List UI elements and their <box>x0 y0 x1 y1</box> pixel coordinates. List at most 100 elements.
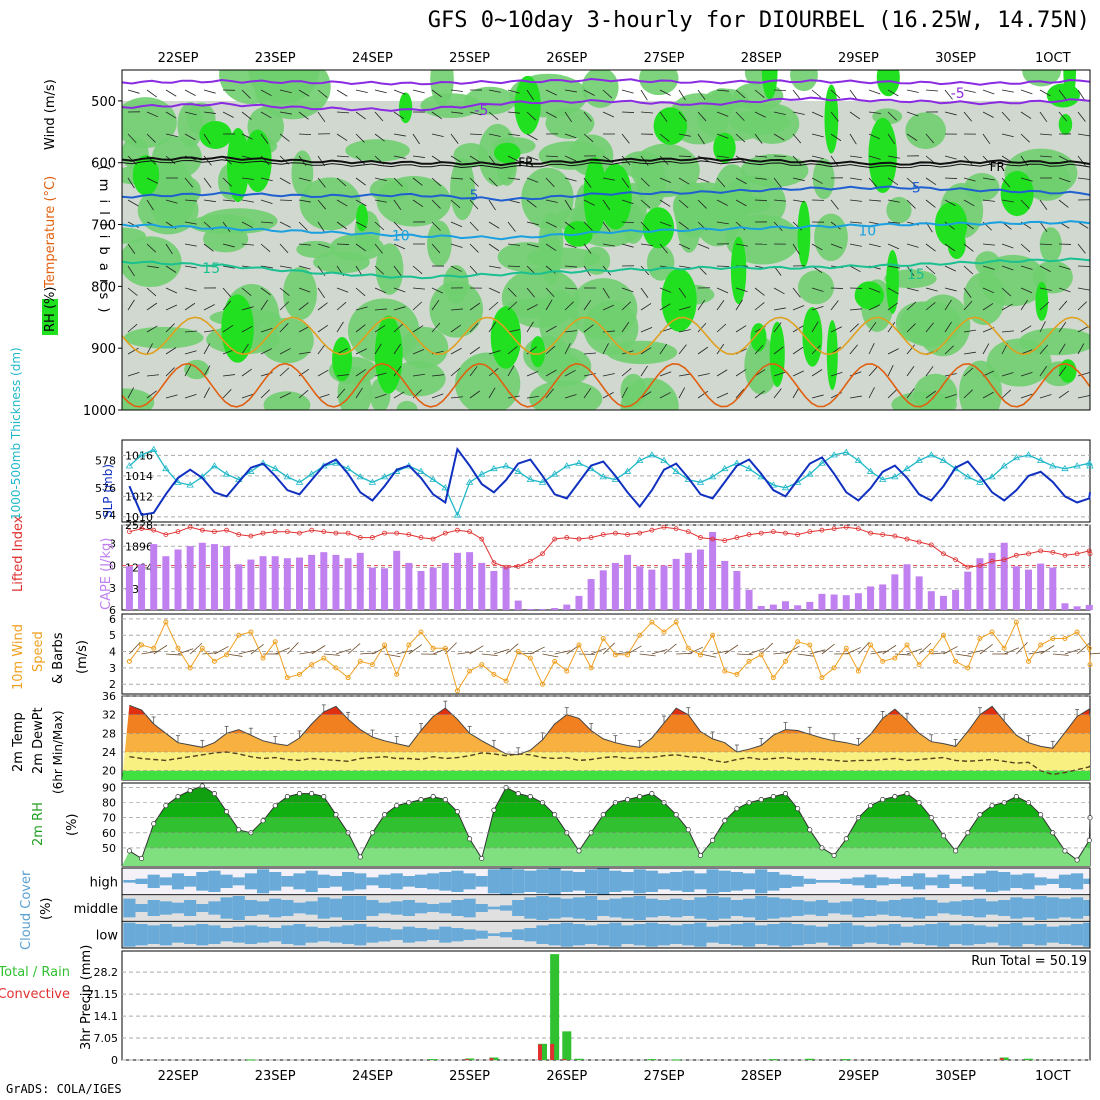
lifted-tick-label: 0 <box>109 560 116 573</box>
wind-barb <box>374 343 382 355</box>
wind-barb <box>887 243 900 250</box>
thickness-point <box>903 464 911 472</box>
thickness-point <box>866 467 875 474</box>
thickness-point <box>915 456 923 463</box>
cloud-bar <box>342 925 355 944</box>
wind-barb <box>1039 321 1046 333</box>
cloud-bar <box>985 926 999 943</box>
cloud-bar <box>973 898 986 918</box>
rh-area <box>396 400 418 410</box>
isotherm-line <box>122 77 1090 86</box>
cloud-bar <box>633 896 646 920</box>
rh-area <box>790 70 818 92</box>
wind-barb <box>450 367 461 377</box>
cloud-bar <box>354 873 367 890</box>
wind-barb <box>792 287 801 298</box>
cloud-bar <box>888 924 901 946</box>
cloud-bar <box>803 901 816 915</box>
lifted-point <box>868 530 873 536</box>
rh-area <box>490 306 522 369</box>
wind-barb <box>317 111 326 123</box>
wind-barb <box>545 221 557 228</box>
wind-barb <box>963 351 976 355</box>
cloud-bar <box>645 870 658 892</box>
wind-barb <box>355 368 367 377</box>
cloud-bar <box>487 933 500 936</box>
wind-barb <box>849 133 857 145</box>
wind-barb <box>678 373 691 377</box>
wind-barb <box>374 325 386 333</box>
cape-bar <box>502 566 510 610</box>
cape-bar <box>125 566 133 610</box>
wind-barb <box>279 243 289 254</box>
wind-speed-point <box>479 662 485 668</box>
top-day-label: 22SEP <box>158 51 199 66</box>
wind-barb <box>279 265 292 269</box>
cloud-bar <box>171 873 185 890</box>
wind-barb <box>830 326 842 333</box>
wind-barb <box>222 287 232 298</box>
wind-barb <box>697 390 709 399</box>
cape-bar <box>417 570 425 610</box>
wind-barb <box>627 645 642 655</box>
rh-area <box>427 220 452 267</box>
wind-barb <box>887 221 900 224</box>
cloud-bar <box>439 872 452 891</box>
wind-barb <box>621 89 634 94</box>
thickness-point <box>478 470 486 477</box>
wind-barb <box>374 393 387 399</box>
wind-barb <box>507 221 516 232</box>
y-tick-label: 1000 <box>83 404 116 419</box>
wind-barb <box>1020 287 1033 294</box>
wind-barb <box>724 644 739 655</box>
wind-barb <box>279 111 292 115</box>
wind-barb <box>317 199 327 210</box>
lifted-point <box>224 527 230 533</box>
cloud-bar <box>402 926 415 943</box>
cape-bar <box>599 570 607 610</box>
wind-barb <box>678 155 692 157</box>
wind-barb <box>279 221 291 228</box>
cloud-bar <box>281 900 294 916</box>
wind-barb <box>393 133 406 137</box>
wind-barb <box>887 287 899 295</box>
cape-bar <box>1049 567 1057 610</box>
isotherm-line <box>122 316 1090 356</box>
rh-area <box>1000 170 1034 217</box>
cape-bar <box>648 569 656 610</box>
cloud-bar <box>1046 878 1059 884</box>
wind-barb <box>792 370 805 377</box>
wind-barb <box>184 393 197 399</box>
isotherm-line <box>122 185 1090 202</box>
wind-barb <box>507 265 521 268</box>
wind-barb <box>184 365 192 377</box>
cloud-bar <box>220 874 233 888</box>
wind-barb <box>811 287 824 292</box>
wind-speed-point <box>697 652 703 658</box>
wind-speed-point <box>187 665 193 671</box>
wind-barb <box>1064 648 1081 655</box>
wind-barbs <box>127 89 1090 399</box>
wind-barb <box>488 133 501 137</box>
wind-barb <box>979 644 993 655</box>
wind-barb <box>374 287 387 294</box>
wind-barb <box>659 343 668 355</box>
wind-barb <box>894 653 911 656</box>
wind-barb <box>564 343 571 355</box>
wind-barb <box>754 199 768 202</box>
cloud-bar <box>694 873 707 890</box>
upper-air-ylabel: RH (%)Temperature (°C)Wind (m/s) <box>42 79 58 335</box>
thickness-point <box>344 464 352 472</box>
wind-barb <box>697 177 710 183</box>
wind-barb <box>431 287 444 294</box>
wind-barb <box>754 302 765 311</box>
wind-barb <box>317 287 326 299</box>
cloud-bar <box>463 873 476 890</box>
wind-barb <box>1001 287 1012 297</box>
wind-barb <box>602 642 616 655</box>
lifted-point <box>151 527 157 533</box>
wind-barb <box>545 325 557 333</box>
wind-barb <box>184 177 194 188</box>
cape-bar <box>794 605 802 610</box>
wind-barb <box>602 373 615 377</box>
